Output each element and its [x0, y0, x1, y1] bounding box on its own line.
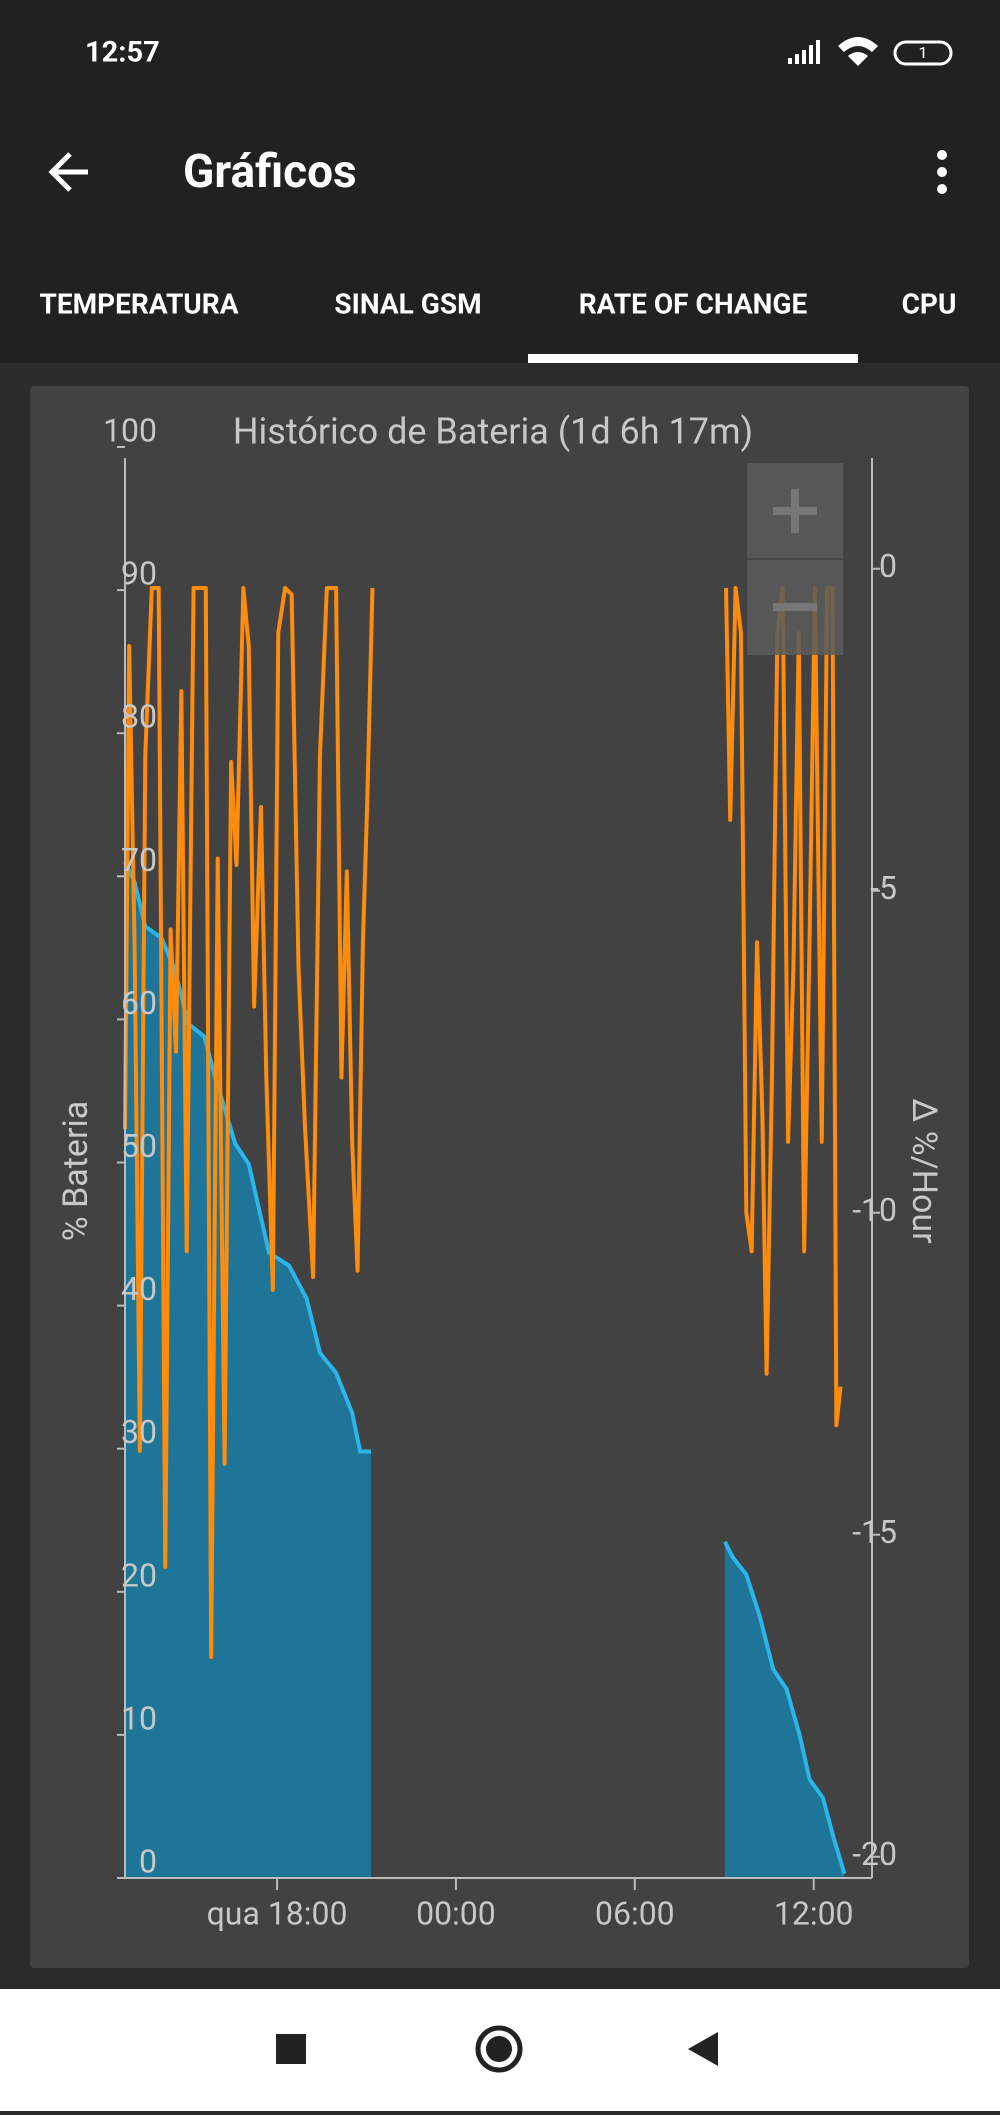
y-tick-label: 30: [121, 1413, 157, 1451]
tab[interactable]: SINAL GSM: [334, 287, 481, 320]
x-tick-label: 06:00: [595, 1894, 675, 1932]
y-tick-label: 100: [103, 411, 157, 449]
y-tick-label: 90: [121, 555, 157, 593]
tab[interactable]: RATE OF CHANGE: [579, 287, 808, 320]
area: [724, 1541, 845, 1878]
y-tick-label: 80: [121, 698, 157, 736]
x-tick-label: 00:00: [416, 1894, 496, 1932]
header-bg: [0, 0, 1000, 363]
y-tick-label: 20: [121, 1556, 157, 1594]
status-icons: 1: [788, 37, 953, 66]
line: [123, 861, 371, 1454]
y-tick-label: 0: [139, 1842, 157, 1880]
y-tick-label: 40: [121, 1270, 157, 1308]
tab[interactable]: TEMPERATURA: [39, 287, 238, 320]
line: [723, 1540, 847, 1875]
svg-text:1: 1: [919, 43, 928, 62]
y2-tick-label: 0: [879, 547, 897, 585]
x-tick-label: 12:00: [774, 1894, 854, 1932]
nav-recents[interactable]: [276, 2034, 306, 2064]
zoom-controls: [747, 463, 843, 655]
app-title: Gráficos: [183, 145, 357, 199]
tab[interactable]: CPU: [902, 287, 957, 320]
chart-title: Histórico de Bateria (1d 6h 17m): [233, 411, 753, 453]
chart: Histórico de Bateria (1d 6h 17m) % Bateri…: [56, 411, 944, 1933]
nav-back[interactable]: [688, 2032, 718, 2066]
y2-tick-label: -5: [870, 869, 897, 907]
y2-tick-label: -10: [852, 1191, 897, 1229]
y-tick-label: 60: [121, 984, 157, 1022]
y-tick-label: 70: [121, 841, 157, 879]
tab-indicator: [528, 354, 858, 363]
y-axis-label: % Bateria: [56, 1101, 96, 1241]
y-tick-label: 10: [121, 1699, 157, 1737]
x-tick-label: qua 18:00: [207, 1894, 348, 1932]
line: [123, 586, 375, 1660]
y2-axis-label: Δ %/Hour: [904, 1098, 944, 1244]
clock: 12:57: [85, 36, 160, 70]
y2-tick-label: -20: [852, 1835, 897, 1873]
nav-home[interactable]: [475, 2025, 523, 2073]
back-button[interactable]: [48, 152, 88, 192]
y-tick-label: 50: [121, 1127, 157, 1165]
menu-button[interactable]: [937, 150, 947, 194]
y2-tick-label: -15: [852, 1513, 897, 1551]
